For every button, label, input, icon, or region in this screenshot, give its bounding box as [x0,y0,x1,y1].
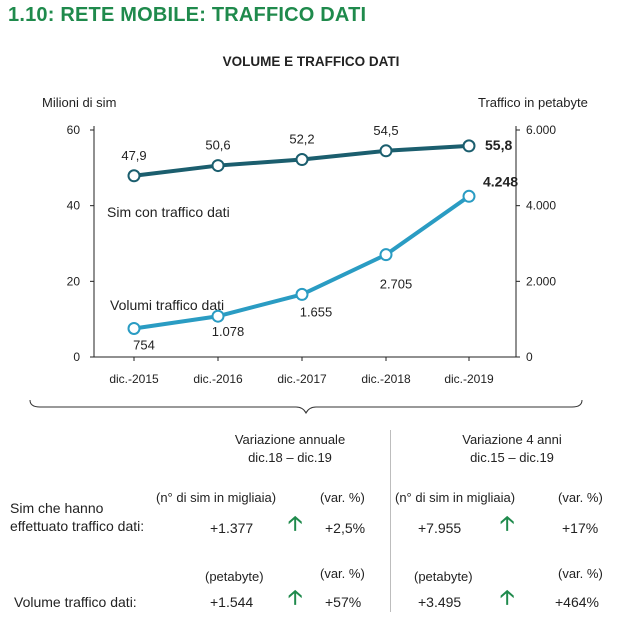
row2-annual-pct: +57% [325,594,362,610]
up-arrow-icon: 🡡 [288,587,303,609]
row2-4y-value: +3.495 [418,594,462,610]
up-arrow-icon: 🡡 [288,513,303,535]
x-tick-label: dic.-2017 [277,372,327,386]
series-point-0 [295,153,309,167]
row2-var-unit-annual: (var. %) [320,566,365,581]
series-point-1 [295,287,309,301]
data-label-sim: 50,6 [205,138,230,153]
row1-var-unit-4y: (var. %) [558,490,603,505]
series-point-1 [379,248,393,262]
data-label-sim: 55,8 [485,137,512,153]
row1-label-line2: effettuato traffico dati: [10,518,145,534]
series-point-0 [462,139,476,153]
row2-unit-annual: (petabyte) [205,569,264,584]
data-label-volume: 754 [133,337,155,352]
row1-annual-pct: +2,5% [325,520,366,536]
left-axis-label: Milioni di sim [42,95,117,110]
data-label-volume: 4.248 [483,173,518,189]
page-title: 1.10: RETE MOBILE: TRAFFICO DATI [8,4,367,26]
data-label-volume: 1.078 [212,324,245,339]
x-tick-label: dic.-2019 [444,372,494,386]
data-label-sim: 47,9 [121,148,146,163]
series-point-1 [211,309,225,323]
row2-4y-pct: +464% [555,594,599,610]
row2-label: Volume traffico dati: [14,594,137,610]
left-tick-label: 40 [67,199,81,213]
series-point-1 [462,189,476,203]
row2-unit-4y: (petabyte) [414,569,473,584]
line-chart: 0 20 40 60 0 2.000 4.000 6.000 dic.-2015 dic.-201… [29,123,583,415]
x-tick-label: dic.-2016 [193,372,243,386]
header-annual-title: Variazione annuale [234,432,346,447]
data-label-sim: 54,5 [373,123,398,138]
right-tick-label: 6.000 [526,123,556,137]
row2-annual-value: +1.544 [210,594,254,610]
series-point-1 [127,321,141,335]
up-arrow-icon: 🡡 [500,513,515,535]
data-label-volume: 2.705 [380,277,413,292]
series-point-0 [379,144,393,158]
row1-unit-annual: (n° di sim in migliaia) [156,490,277,505]
brace-shape [29,399,583,415]
header-annual-period: dic.18 – dic.19 [248,450,332,465]
row1-4y-pct: +17% [562,520,599,536]
right-tick-label: 0 [526,350,533,364]
right-tick-label: 4.000 [526,199,556,213]
series-label-sim: Sim con traffico dati [107,204,230,220]
row1-unit-4y: (n° di sim in migliaia) [395,490,516,505]
series-label-volume: Volumi traffico dati [110,297,224,313]
right-axis-label: Traffico in petabyte [478,95,588,110]
data-label-sim: 52,2 [289,132,314,147]
row1-label-line1: Sim che hanno [10,500,104,516]
left-tick-label: 20 [67,274,81,288]
row1-4y-value: +7.955 [418,520,462,536]
left-tick-label: 60 [67,123,81,137]
x-tick-label: dic.-2018 [361,372,411,386]
table-divider [390,430,391,612]
left-tick-label: 0 [73,350,80,364]
header-4y-period: dic.15 – dic.19 [470,450,554,465]
x-tick-label: dic.-2015 [109,372,159,386]
row2-var-unit-4y: (var. %) [558,566,603,581]
up-arrow-icon: 🡡 [500,587,515,609]
series-point-0 [211,159,225,173]
data-label-volume: 1.655 [300,304,333,319]
chart-title: VOLUME E TRAFFICO DATI [222,54,400,69]
right-tick-label: 2.000 [526,274,556,288]
row1-annual-value: +1.377 [210,520,254,536]
row1-var-unit-annual: (var. %) [320,490,365,505]
header-4y-title: Variazione 4 anni [462,432,562,447]
series-point-0 [127,169,141,183]
